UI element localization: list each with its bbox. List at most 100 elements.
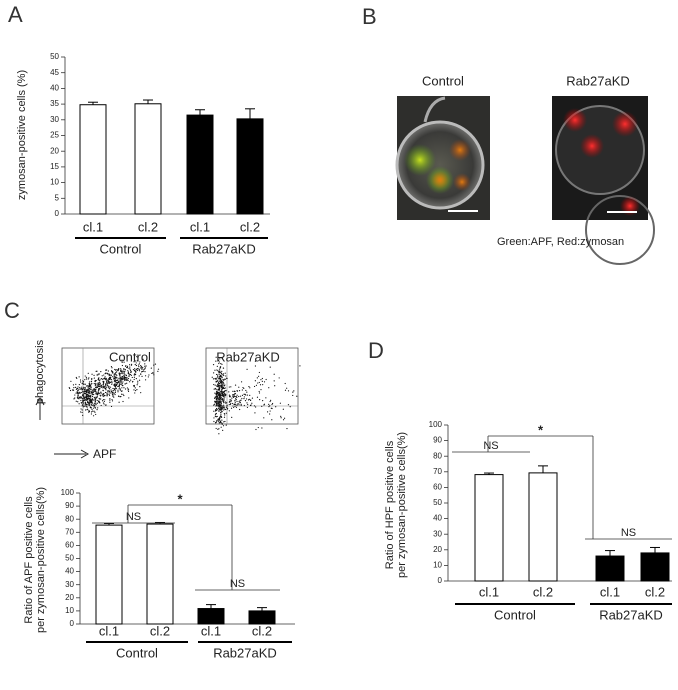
cytometry-dot <box>215 412 217 415</box>
cytometry-dot <box>107 382 109 384</box>
image-title: Rab27aKD <box>566 73 630 88</box>
cytometry-dot <box>94 391 97 393</box>
cytometry-dot <box>238 390 241 392</box>
cytometry-dot <box>103 378 105 380</box>
cytometry-dot <box>292 391 294 393</box>
cytometry-dot <box>157 370 159 372</box>
cytometry-dot <box>220 405 222 407</box>
cytometry-dot <box>107 386 109 388</box>
cytometry-dot <box>221 382 223 384</box>
cytometry-dot <box>122 377 124 379</box>
cytometry-dot <box>219 398 221 401</box>
cytometry-dot <box>221 416 223 418</box>
cytometry-dot <box>216 408 218 411</box>
cytometry-dot <box>77 391 79 393</box>
cytometry-dot <box>121 376 123 378</box>
cytometry-dot <box>80 396 82 398</box>
cytometry-dot <box>238 401 240 403</box>
cytometry-dot <box>271 419 273 421</box>
cytometry-dot <box>240 381 243 383</box>
cytometry-dot <box>283 417 286 419</box>
y-tick-label: 10 <box>65 606 74 615</box>
cytometry-dot <box>228 394 231 396</box>
cytometry-dot <box>118 384 120 386</box>
cytometry-dot <box>259 399 261 401</box>
cytometry-dot <box>263 404 265 406</box>
micrograph <box>552 96 655 265</box>
cytometry-dot <box>236 390 239 392</box>
y-tick-label: 70 <box>433 467 442 476</box>
panel-label: C <box>4 298 20 323</box>
cytometry-dot <box>246 402 248 404</box>
x-tick-label: cl.2 <box>645 584 665 599</box>
cytometry-dot <box>220 409 222 411</box>
cytometry-dot <box>261 377 263 380</box>
cytometry-dot <box>112 390 114 392</box>
cytometry-dot <box>118 373 120 375</box>
cytometry-dot <box>284 382 286 385</box>
cytometry-dot <box>214 378 216 380</box>
cytometry-dot <box>219 358 221 360</box>
cytometry-dot <box>84 379 86 381</box>
cytometry-dot <box>236 394 238 396</box>
cytometry-dot <box>218 393 220 395</box>
cytometry-dot <box>223 413 225 415</box>
cytometry-dot <box>144 367 146 369</box>
cytometry-dot <box>82 414 84 416</box>
cytometry-dot <box>93 410 95 412</box>
cytometry-dot <box>269 366 271 368</box>
cytometry-dot <box>86 395 88 397</box>
cytometry-dot <box>75 392 77 394</box>
cytometry-dot <box>135 370 137 372</box>
cytometry-dot <box>259 384 262 386</box>
bar <box>197 608 225 625</box>
cytometry-dot <box>112 395 114 397</box>
cytometry-dot <box>216 397 218 400</box>
cytometry-dot <box>253 385 256 388</box>
bar <box>95 524 123 625</box>
cytometry-dot <box>115 369 117 371</box>
panel-label: A <box>8 2 23 27</box>
cytometry-dot <box>133 374 135 376</box>
x-tick-label: cl.2 <box>240 219 260 234</box>
cytometry-dot <box>88 399 90 401</box>
cytometry-dot <box>109 399 111 401</box>
cytometry-dot <box>98 392 100 395</box>
cytometry-dot <box>109 401 111 403</box>
cytometry-dot <box>73 387 75 389</box>
cytometry-dot <box>117 391 119 393</box>
y-tick-label: 40 <box>50 84 59 93</box>
cytometry-dot <box>108 380 110 383</box>
cytometry-dot <box>230 407 233 409</box>
cytometry-dot <box>228 386 230 388</box>
cytometry-dot <box>111 400 114 402</box>
cytometry-dot <box>134 389 137 392</box>
cytometry-dot <box>97 407 99 409</box>
cytometry-dot <box>262 384 264 386</box>
cytometry-dot <box>89 398 91 401</box>
bar <box>134 103 162 215</box>
cytometry-dot <box>217 420 219 422</box>
cytometry-dot <box>157 368 160 370</box>
cytometry-dot <box>221 423 223 425</box>
cytometry-dot <box>221 376 223 378</box>
cytometry-dot <box>218 428 220 430</box>
cytometry-dot <box>272 402 274 405</box>
cytometry-dot <box>90 404 92 406</box>
cytometry-dot <box>82 402 84 405</box>
cytometry-dot <box>98 402 100 404</box>
cytometry-dot <box>96 393 98 396</box>
y-tick-label: 60 <box>65 541 74 550</box>
cytometry-dot <box>107 379 109 381</box>
cytometry-dot <box>84 405 86 407</box>
cytometry-dot <box>219 398 221 400</box>
cytometry-dot <box>116 371 118 373</box>
cytometry-dot <box>251 397 254 399</box>
cytometry-dot <box>254 365 257 367</box>
cytometry-dot <box>85 392 87 394</box>
cytometry-dot <box>226 406 228 409</box>
cytometry-dot <box>115 373 117 376</box>
cytometry-dot <box>90 387 92 389</box>
cytometry-dot <box>108 373 110 375</box>
cytometry-dot <box>218 404 221 406</box>
